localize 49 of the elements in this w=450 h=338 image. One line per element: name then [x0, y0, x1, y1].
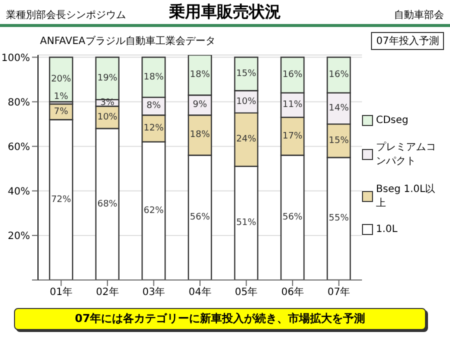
legend-label: プレミアムコンパクト [376, 140, 437, 168]
data-label: 7% [54, 106, 69, 117]
y-tick-label: 40% [8, 186, 30, 198]
legend-label: CDseg [376, 115, 408, 126]
data-label: 11% [282, 100, 303, 110]
data-label: 10% [236, 96, 257, 107]
data-label: 16% [282, 70, 303, 80]
data-label: 18% [144, 72, 164, 82]
x-tick-label: 02年 [96, 286, 119, 298]
text: 業種別部会長シンポジウム [6, 8, 126, 22]
data-label: 8% [146, 101, 162, 112]
x-tick-label: 04年 [188, 286, 212, 298]
legend-label: 1.0L [376, 224, 398, 235]
data-label: 18% [190, 70, 210, 80]
data-label: 14% [328, 103, 350, 114]
y-tick-label: 100% [1, 52, 30, 64]
x-tick-label: 03年 [142, 286, 166, 298]
y-tick-label: 20% [8, 230, 30, 242]
text: 自動車部会 [394, 8, 444, 22]
y-tick-label: 80% [8, 97, 30, 108]
x-tick-label: 06年 [281, 286, 304, 298]
data-label: 18% [190, 130, 210, 140]
data-label: 56% [282, 212, 303, 223]
data-label: 56% [190, 212, 210, 223]
data-label: 10% [97, 112, 118, 122]
data-label: 17% [282, 131, 303, 142]
data-label: 19% [97, 73, 118, 84]
data-label: 20% [51, 74, 72, 85]
data-label: 16% [328, 70, 350, 80]
data-label: 1% [54, 92, 69, 102]
chart-title: 乗用車販売状況 [169, 2, 281, 21]
data-label: 55% [328, 214, 350, 224]
x-tick-label: 05年 [234, 286, 258, 298]
legend-label: Bseg 1.0L以上 [376, 182, 436, 210]
x-tick-label: 07年 [327, 286, 350, 298]
text: 07年には各カテゴリーに新車投入が続き、市場拡大を予測 [14, 308, 426, 330]
data-label: 15% [328, 136, 350, 146]
data-label: 15% [236, 68, 257, 79]
data-label: 68% [97, 199, 118, 210]
y-tick-label: 60% [8, 142, 30, 153]
data-label: 62% [144, 206, 164, 216]
data-label: 72% [51, 194, 72, 205]
data-label: 9% [192, 100, 208, 110]
data-label: 24% [236, 134, 257, 145]
text: 07年投入予測 [371, 32, 444, 50]
text: ANFAVEAブラジル自動車工業会データ [40, 34, 216, 48]
data-label: 12% [144, 124, 164, 134]
data-label: 51% [236, 218, 257, 228]
x-tick-label: 01年 [50, 286, 73, 298]
